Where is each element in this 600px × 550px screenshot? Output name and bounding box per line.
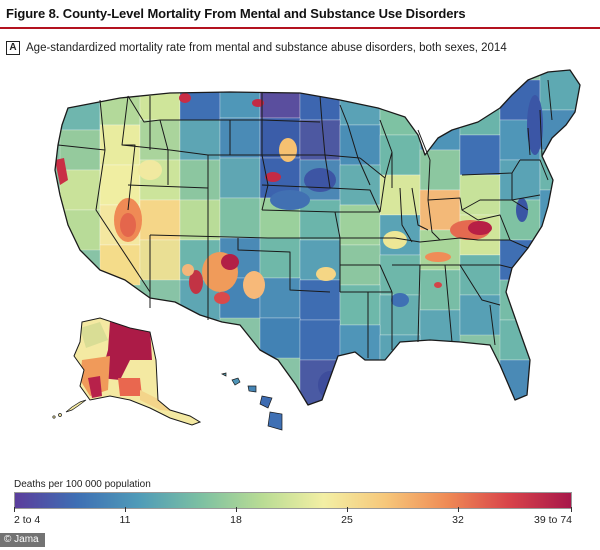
choropleth-map [0, 60, 600, 455]
legend-tick [458, 507, 459, 512]
legend-label: 25 [341, 514, 353, 526]
legend-tick [236, 507, 237, 512]
panel-label: A [6, 41, 20, 55]
hawaii-map [220, 372, 283, 431]
title-rule [0, 27, 600, 29]
legend-label: 32 [452, 514, 464, 526]
panel-caption: Age-standardized mortality rate from men… [26, 42, 507, 54]
legend-ticks [14, 507, 572, 513]
legend-label: 2 to 4 [14, 514, 41, 526]
legend-title: Deaths per 100 000 population [14, 479, 151, 490]
legend-tick [125, 507, 126, 512]
legend-tick [14, 507, 15, 512]
legend-label: 18 [230, 514, 242, 526]
image-credit: © Jama [0, 533, 45, 547]
figure-title: Figure 8. County-Level Mortality From Me… [6, 6, 466, 21]
alaska-map [52, 317, 202, 426]
conus-map [54, 69, 581, 406]
legend-color-bar [14, 492, 572, 509]
legend-label: 39 to 74 [534, 514, 572, 526]
hotspots [55, 93, 543, 399]
panel-header: A Age-standardized mortality rate from m… [6, 41, 507, 55]
legend-tick [347, 507, 348, 512]
legend-labels: 2 to 4 11 18 25 32 39 to 74 [14, 514, 572, 528]
legend-label: 11 [119, 514, 131, 526]
legend-tick [571, 507, 572, 512]
